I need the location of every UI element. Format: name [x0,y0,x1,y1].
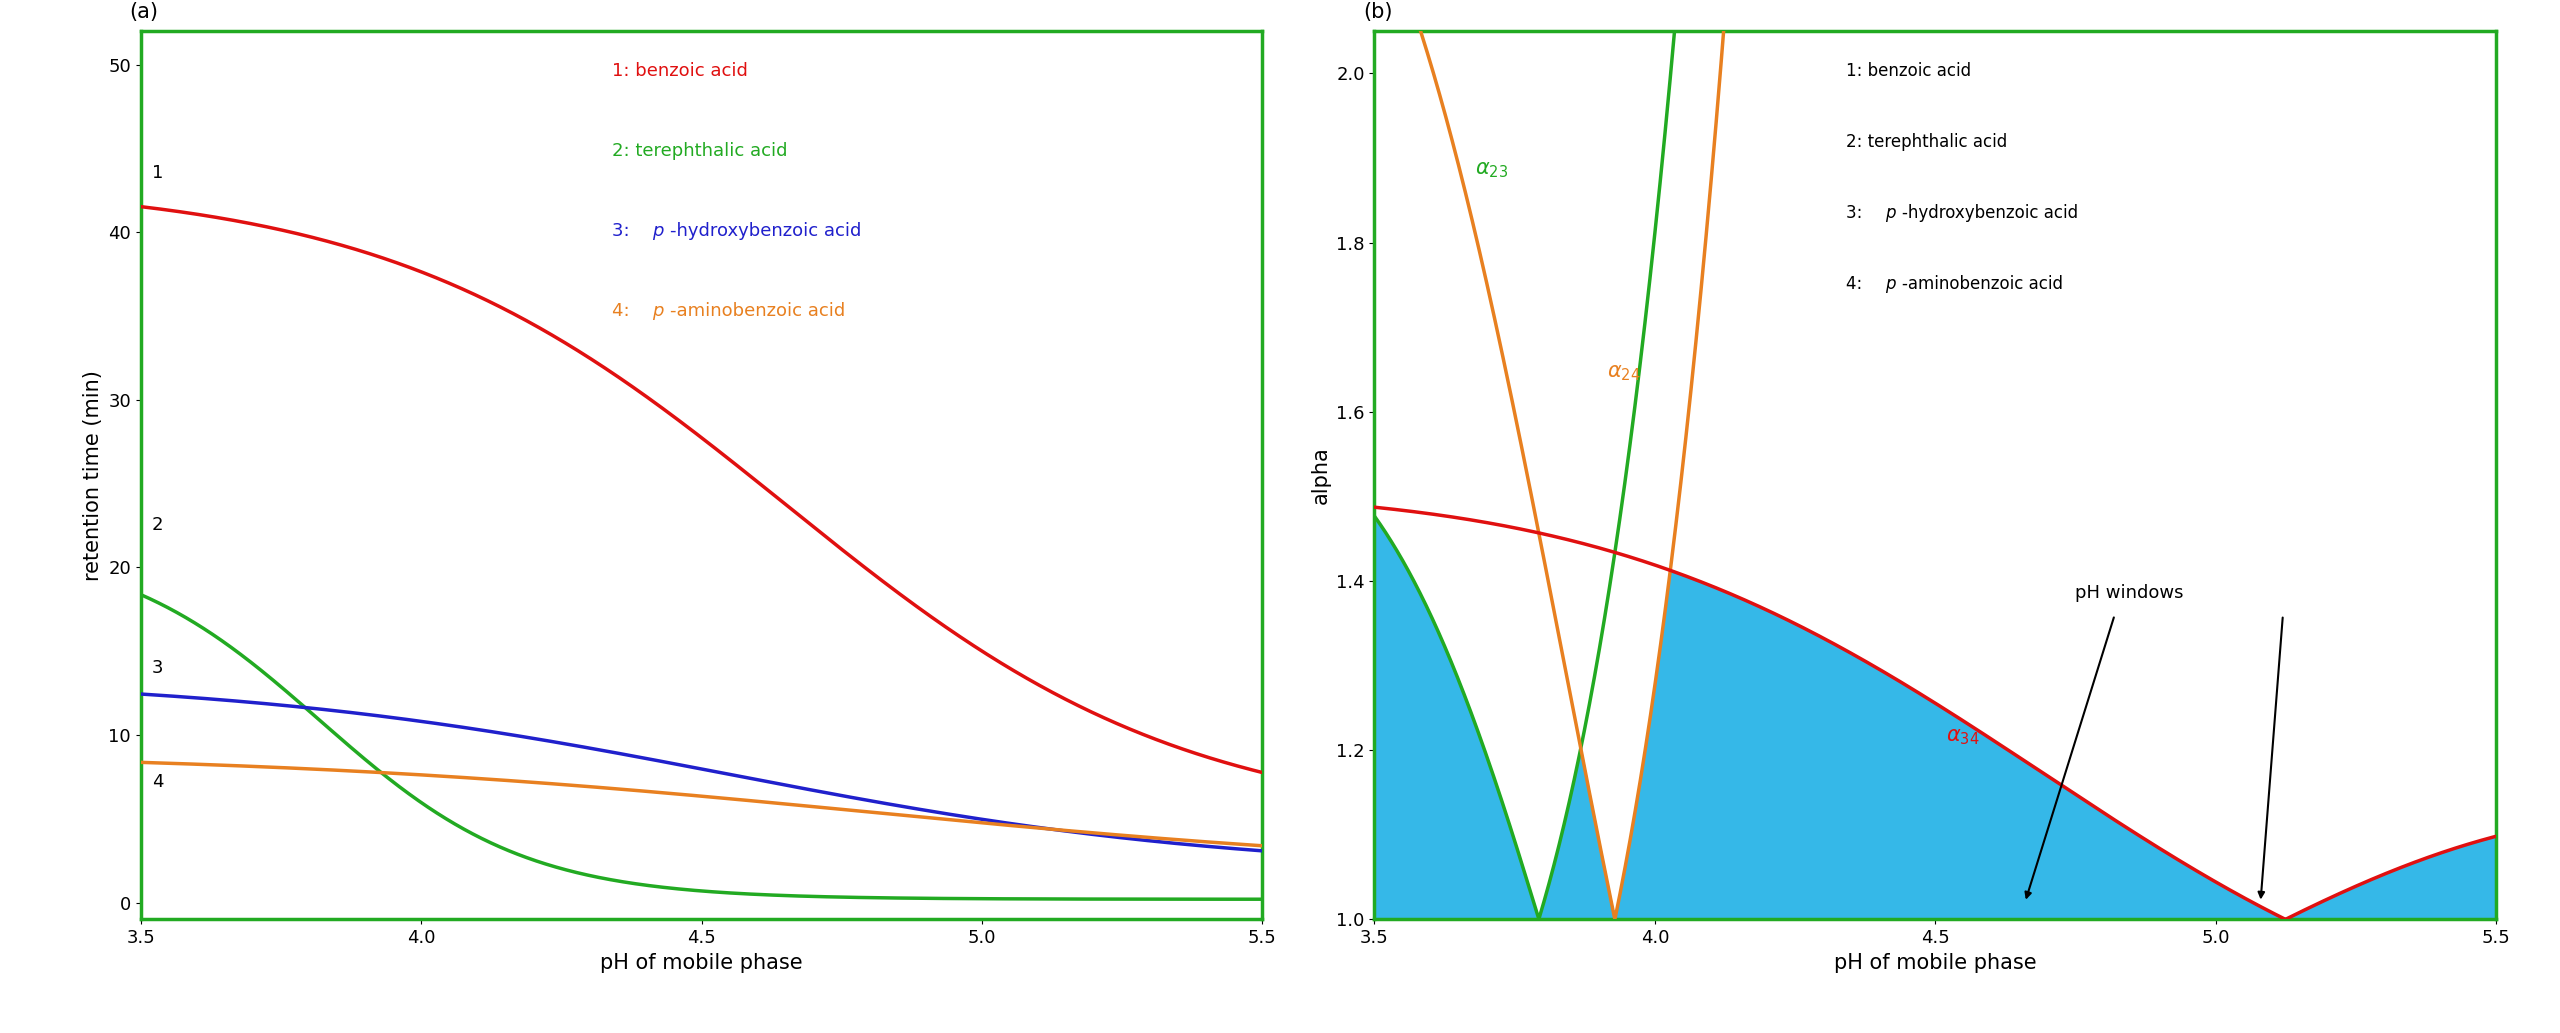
Text: $\alpha_{24}$: $\alpha_{24}$ [1608,364,1641,383]
Text: 1: benzoic acid: 1: benzoic acid [1846,62,1971,81]
Text: 2: terephthalic acid: 2: terephthalic acid [1846,133,2007,151]
Text: $\alpha_{34}$: $\alpha_{34}$ [1946,727,1979,747]
Text: 3:: 3: [1846,205,1866,222]
Y-axis label: alpha: alpha [1311,446,1331,504]
Text: -hydroxybenzoic acid: -hydroxybenzoic acid [1902,205,2079,222]
Text: -aminobenzoic acid: -aminobenzoic acid [1902,275,2063,293]
Text: (b): (b) [1364,2,1393,22]
Text: p: p [653,222,663,240]
Text: 1: 1 [151,164,164,183]
Text: 3:: 3: [612,222,635,240]
Text: 2: terephthalic acid: 2: terephthalic acid [612,142,788,160]
X-axis label: pH of mobile phase: pH of mobile phase [1833,952,2038,973]
X-axis label: pH of mobile phase: pH of mobile phase [599,952,804,973]
Text: p: p [1884,205,1894,222]
Text: 1: benzoic acid: 1: benzoic acid [612,62,748,81]
Y-axis label: retention time (min): retention time (min) [82,370,102,581]
Text: 4:: 4: [1846,275,1866,293]
Text: (a): (a) [131,2,159,22]
Text: p: p [1884,275,1894,293]
Text: -aminobenzoic acid: -aminobenzoic acid [671,302,845,320]
Text: pH windows: pH windows [2076,584,2184,602]
Text: 4: 4 [151,773,164,791]
Text: $\alpha_{23}$: $\alpha_{23}$ [1475,160,1508,181]
Text: p: p [653,302,663,320]
Text: 2: 2 [151,516,164,534]
Text: -hydroxybenzoic acid: -hydroxybenzoic acid [671,222,863,240]
Text: 3: 3 [151,659,164,677]
Text: 4:: 4: [612,302,635,320]
